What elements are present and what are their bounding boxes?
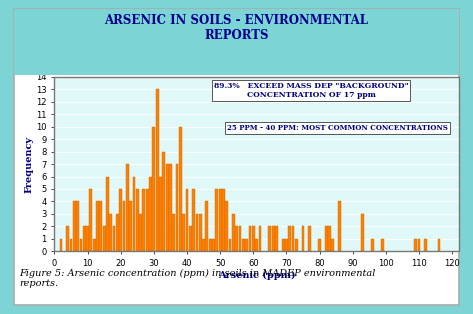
Bar [156, 89, 158, 251]
Bar [205, 201, 208, 251]
Bar [195, 214, 198, 251]
Bar [232, 214, 235, 251]
Bar [136, 189, 139, 251]
Bar [308, 226, 311, 251]
Bar [162, 152, 165, 251]
Bar [259, 226, 261, 251]
Bar [172, 214, 175, 251]
Bar [83, 226, 86, 251]
Bar [146, 189, 149, 251]
Bar [318, 239, 321, 251]
Bar [119, 189, 122, 251]
Bar [129, 201, 132, 251]
Bar [215, 189, 218, 251]
Bar [209, 239, 211, 251]
Bar [269, 226, 272, 251]
Bar [245, 239, 248, 251]
Bar [275, 226, 278, 251]
Bar [126, 164, 129, 251]
Bar [169, 164, 172, 251]
Bar [332, 239, 334, 251]
Bar [66, 226, 69, 251]
Bar [289, 226, 291, 251]
Bar [249, 226, 251, 251]
Bar [73, 201, 76, 251]
Bar [424, 239, 427, 251]
Bar [93, 239, 96, 251]
Bar [255, 239, 258, 251]
Bar [438, 239, 440, 251]
Bar [116, 214, 119, 251]
Bar [199, 214, 201, 251]
Bar [285, 239, 288, 251]
Bar [175, 164, 178, 251]
Bar [79, 239, 82, 251]
Y-axis label: Frequency: Frequency [24, 136, 34, 192]
Bar [152, 127, 155, 251]
Bar [60, 239, 62, 251]
Bar [418, 239, 420, 251]
Bar [149, 176, 152, 251]
Bar [202, 239, 205, 251]
Bar [295, 239, 298, 251]
X-axis label: Arsenic (ppm): Arsenic (ppm) [218, 271, 295, 280]
Bar [99, 201, 102, 251]
Bar [76, 201, 79, 251]
Bar [328, 226, 331, 251]
Bar [192, 189, 195, 251]
Bar [103, 226, 105, 251]
Bar [222, 189, 225, 251]
Bar [123, 201, 125, 251]
Bar [185, 189, 188, 251]
Bar [96, 201, 99, 251]
Bar [272, 226, 275, 251]
Bar [252, 226, 254, 251]
Bar [179, 127, 182, 251]
Bar [282, 239, 285, 251]
Bar [166, 164, 168, 251]
Bar [86, 226, 89, 251]
Bar [109, 214, 112, 251]
Bar [132, 176, 135, 251]
Bar [371, 239, 374, 251]
Bar [219, 189, 221, 251]
Bar [235, 226, 238, 251]
Bar [238, 226, 241, 251]
Bar [292, 226, 295, 251]
Bar [242, 239, 245, 251]
Bar [381, 239, 384, 251]
Bar [89, 189, 92, 251]
Bar [228, 239, 231, 251]
Bar [139, 214, 142, 251]
Bar [159, 176, 162, 251]
Bar [338, 201, 341, 251]
Bar [182, 214, 185, 251]
Text: 89.3%   EXCEED MASS DEP "BACKGROUND"
CONCENTRATION OF 17 ppm: 89.3% EXCEED MASS DEP "BACKGROUND" CONCE… [214, 82, 409, 99]
Text: ARSENIC IN SOILS - ENVIRONMENTAL
REPORTS: ARSENIC IN SOILS - ENVIRONMENTAL REPORTS [105, 14, 368, 42]
Bar [113, 226, 115, 251]
Bar [70, 239, 72, 251]
Bar [225, 201, 228, 251]
Bar [361, 214, 364, 251]
Text: 25 PPM - 40 PPM: MOST COMMON CONCENTRATIONS: 25 PPM - 40 PPM: MOST COMMON CONCENTRATI… [227, 124, 448, 132]
Bar [414, 239, 417, 251]
Bar [302, 226, 305, 251]
Bar [325, 226, 328, 251]
Bar [106, 176, 109, 251]
Bar [212, 239, 215, 251]
Text: Figure 5: Arsenic concentration (ppm) in soils in MADEP environmental
reports.: Figure 5: Arsenic concentration (ppm) in… [19, 268, 375, 288]
Bar [189, 226, 192, 251]
Bar [142, 189, 145, 251]
